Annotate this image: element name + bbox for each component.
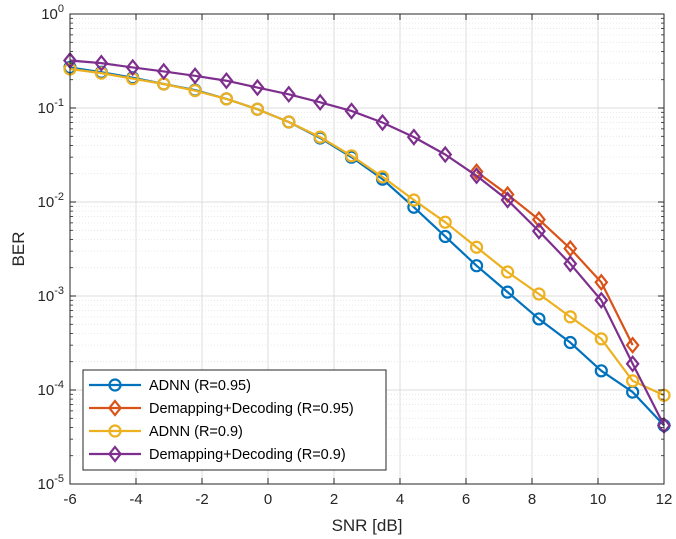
legend-marker: [108, 378, 122, 392]
series-1: [469, 162, 640, 354]
data-point: [375, 113, 390, 132]
data-point: [563, 310, 577, 324]
data-point: [625, 355, 640, 373]
x-tick-label: 4: [396, 491, 404, 508]
data-point: [313, 130, 327, 144]
x-tick-label: -4: [129, 491, 142, 508]
data-point: [626, 374, 640, 388]
legend-marker: [108, 424, 122, 438]
data-point: [469, 167, 484, 185]
y-tick-label: 100: [41, 3, 64, 23]
data-point: [407, 200, 421, 214]
data-point: [500, 265, 515, 279]
data-point: [469, 259, 484, 273]
data-point: [531, 222, 546, 240]
series-lines: [62, 51, 672, 435]
y-tick-label: 10-3: [38, 285, 64, 305]
axis-ticks: [69, 13, 665, 485]
data-point: [625, 336, 640, 354]
y-tick-label: 10-4: [38, 379, 64, 399]
legend-marker: [107, 445, 123, 463]
legend-label: ADNN (R=0.95): [149, 378, 251, 394]
y-tick-label: 10-1: [38, 97, 64, 117]
legend-marker: [107, 399, 123, 417]
legend-label: Demapping+Decoding (R=0.95): [149, 401, 354, 417]
data-point: [282, 115, 296, 129]
data-point: [438, 229, 452, 244]
data-point: [313, 93, 328, 112]
y-axis-label: BER: [9, 232, 28, 267]
x-tick-labels: -6 -4 -2 0 2 4 6 8 10 12: [63, 491, 672, 508]
data-point: [125, 58, 140, 77]
x-tick-label: 6: [462, 491, 470, 508]
x-tick-label: 12: [656, 491, 673, 508]
x-tick-label: 8: [528, 491, 536, 508]
data-point: [219, 92, 234, 106]
data-point: [375, 170, 390, 184]
data-point: [94, 66, 108, 80]
legend-item: Demapping+Decoding (R=0.9): [89, 445, 346, 463]
data-point: [532, 312, 546, 326]
data-point: [344, 102, 359, 120]
data-point: [219, 71, 234, 90]
data-point: [594, 273, 609, 292]
data-point: [156, 62, 171, 81]
data-point: [532, 287, 546, 301]
data-point: [344, 149, 359, 163]
data-point: [406, 128, 421, 146]
data-point: [594, 364, 608, 378]
x-tick-label: 0: [264, 491, 272, 508]
data-point: [469, 162, 484, 181]
x-tick-label: 2: [330, 491, 338, 508]
legend-label: ADNN (R=0.9): [149, 424, 243, 440]
data-point: [500, 191, 515, 209]
plot-frame: [69, 13, 665, 485]
x-tick-label: 10: [590, 491, 607, 508]
x-tick-label: -6: [63, 491, 76, 508]
data-point: [500, 285, 515, 299]
x-axis-label: SNR [dB]: [332, 516, 403, 535]
legend-label: Demapping+Decoding (R=0.9): [149, 447, 346, 463]
data-point: [188, 67, 203, 85]
data-point: [281, 85, 296, 104]
legend-item: ADNN (R=0.9): [89, 424, 243, 440]
data-point: [94, 54, 109, 72]
data-point: [188, 84, 202, 98]
data-point: [531, 210, 546, 229]
series-3: [62, 51, 672, 435]
data-point: [438, 145, 453, 164]
series-2: [63, 62, 671, 402]
data-point: [407, 193, 421, 207]
data-point: [563, 335, 577, 350]
series-line: [475, 170, 634, 346]
data-point: [563, 255, 578, 273]
legend: ADNN (R=0.95) Demapping+Decoding (R=0.95)…: [82, 369, 387, 471]
y-tick-labels: 100 10-1 10-2 10-3 10-4 10-5: [38, 3, 64, 493]
x-tick-label: -2: [195, 491, 208, 508]
data-point: [250, 78, 265, 97]
y-tick-label: 10-5: [38, 473, 64, 493]
data-point: [469, 240, 484, 254]
data-point: [594, 332, 608, 346]
legend-item: Demapping+Decoding (R=0.95): [89, 399, 354, 417]
data-point: [250, 102, 265, 116]
data-point: [438, 215, 452, 229]
legend-item: ADNN (R=0.95): [89, 378, 251, 394]
data-point: [594, 291, 609, 310]
y-tick-label: 10-2: [38, 191, 64, 211]
